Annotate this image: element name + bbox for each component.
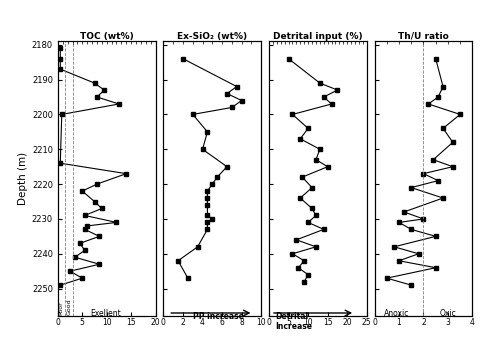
Text: PP increase: PP increase <box>192 312 243 321</box>
Text: Oxic: Oxic <box>440 309 456 318</box>
Text: Poor: Poor <box>58 301 63 315</box>
Text: Good: Good <box>67 298 71 315</box>
X-axis label: Ex-SiO₂ (wt%): Ex-SiO₂ (wt%) <box>177 32 247 41</box>
X-axis label: Th/U ratio: Th/U ratio <box>398 32 449 41</box>
Text: Anoxic: Anoxic <box>384 309 409 318</box>
X-axis label: Detrital input (%): Detrital input (%) <box>273 32 363 41</box>
Text: Detrital
Increase: Detrital Increase <box>275 312 312 331</box>
Text: Exellent: Exellent <box>90 309 121 318</box>
Y-axis label: Depth (m): Depth (m) <box>18 152 27 205</box>
X-axis label: TOC (wt%): TOC (wt%) <box>80 32 134 41</box>
